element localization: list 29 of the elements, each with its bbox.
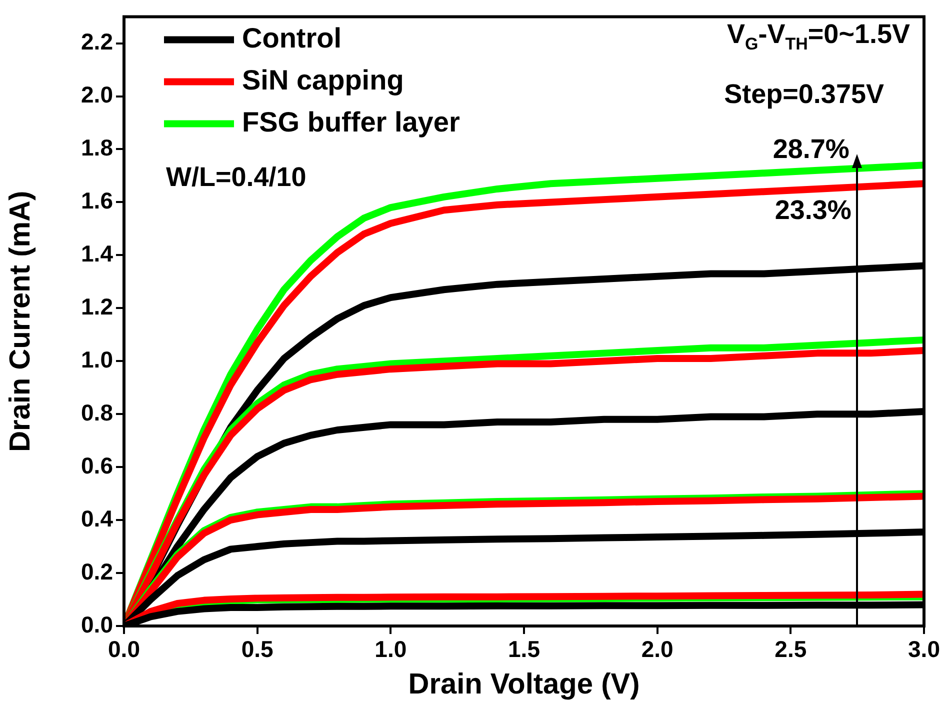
y-tick-label: 0.2 (81, 558, 113, 584)
x-tick-label: 2.0 (641, 636, 674, 662)
legend-label: FSG buffer layer (242, 106, 460, 138)
x-axis-title: Drain Voltage (V) (408, 668, 640, 701)
legend-label: Control (242, 22, 342, 54)
y-axis-title: Drain Current (mA) (4, 190, 36, 452)
x-tick-label: 0.5 (241, 636, 274, 662)
y-tick-label: 0.0 (81, 611, 113, 638)
y-tick-label: 2.0 (81, 82, 113, 108)
y-tick-label: 1.4 (81, 240, 114, 267)
x-tick-label: 0.0 (108, 636, 140, 662)
annotation: V$_{G}$-V$_{TH}$=0~1.5V (726, 18, 910, 54)
y-tick-label: 2.2 (81, 28, 113, 55)
y-tick-label: 1.6 (81, 188, 113, 214)
annotation: 23.3% (774, 194, 852, 226)
y-tick-label: 0.6 (81, 452, 113, 478)
annotation: W/L=0.4/10 (166, 162, 306, 193)
annotation: 28.7% (772, 134, 850, 165)
annotation: Step=0.375V (724, 78, 884, 110)
y-tick-label: 1.0 (81, 346, 113, 372)
y-tick-label: 0.4 (81, 505, 114, 532)
x-tick-label: 1.0 (374, 636, 407, 662)
x-tick-label: 2.5 (774, 636, 807, 662)
y-tick-label: 1.2 (81, 294, 113, 320)
y-tick-label: 0.8 (81, 399, 114, 426)
x-tick-label: 3.0 (908, 636, 940, 662)
legend-label: SiN capping (242, 64, 404, 96)
x-tick-label: 1.5 (508, 636, 540, 662)
y-tick-label: 1.8 (81, 134, 114, 161)
